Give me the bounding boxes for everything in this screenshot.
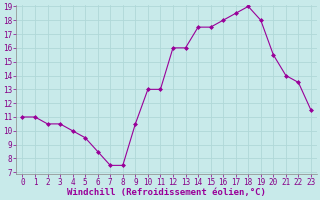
X-axis label: Windchill (Refroidissement éolien,°C): Windchill (Refroidissement éolien,°C) (67, 188, 266, 197)
